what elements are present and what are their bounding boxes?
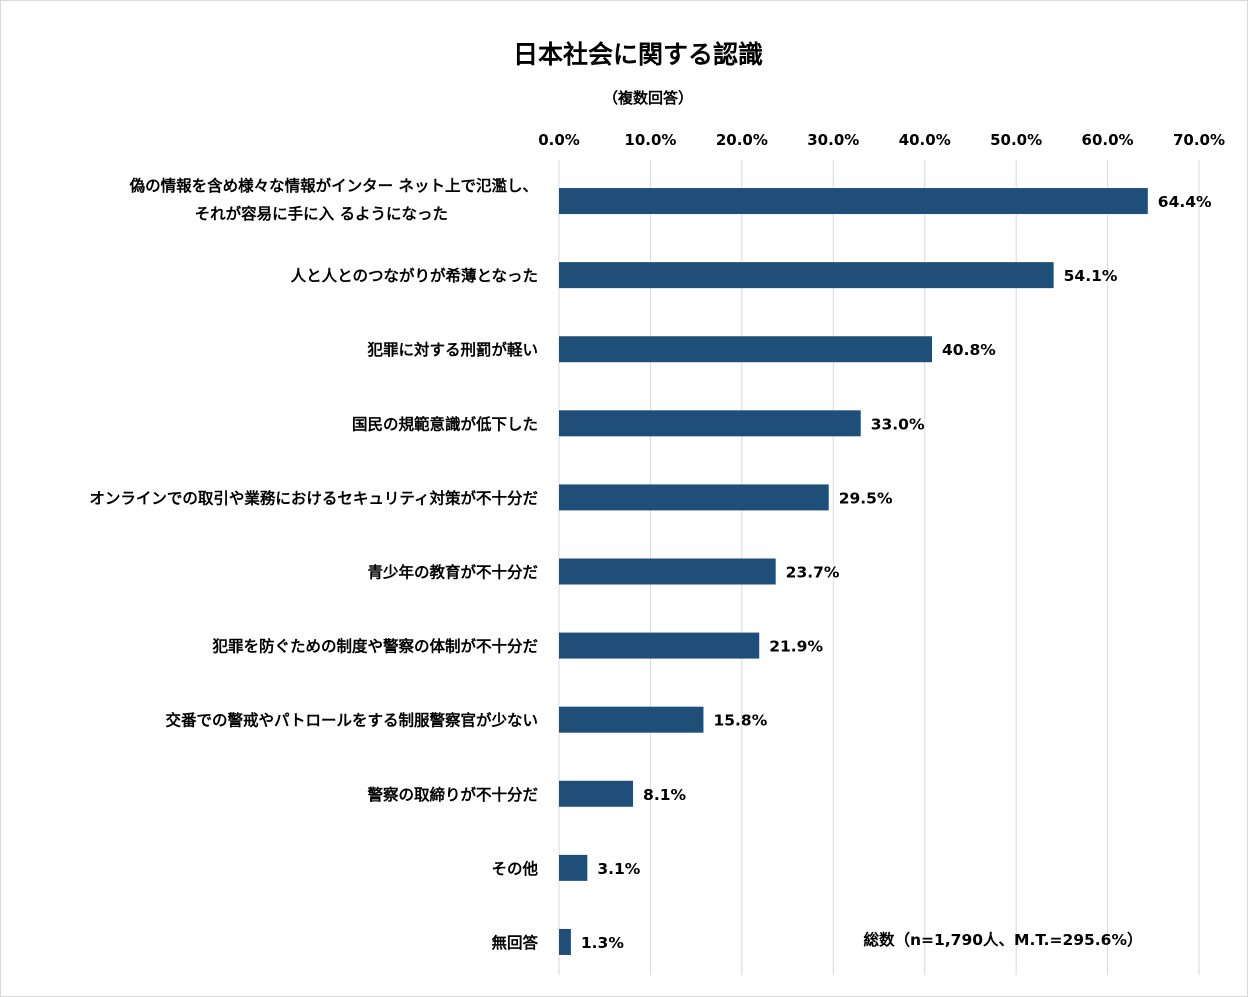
- category-label: 青少年の教育が不十分だ: [367, 563, 538, 582]
- sample-size-note: 総数（n=1,790人、M.T.=295.6%）: [863, 930, 1142, 949]
- bar: [559, 780, 634, 807]
- bar: [559, 558, 776, 585]
- data-label: 23.7%: [786, 564, 840, 582]
- bar: [559, 706, 704, 733]
- x-tick-label: 60.0%: [1082, 131, 1134, 149]
- bar: [559, 854, 588, 881]
- x-tick-label: 10.0%: [624, 131, 676, 149]
- category-label: 偽の情報を含め様々な情報がインター ネット上で氾濫し、: [129, 176, 538, 195]
- category-label: 犯罪に対する刑罰が軽い: [366, 340, 538, 359]
- data-label: 1.3%: [581, 934, 624, 952]
- data-label: 8.1%: [643, 786, 686, 804]
- chart-title: 日本社会に関する認識: [513, 40, 763, 69]
- category-label: それが容易に手に入 るようになった: [195, 204, 448, 223]
- x-tick-label: 30.0%: [807, 131, 859, 149]
- data-label: 21.9%: [769, 638, 823, 656]
- bar: [559, 262, 1054, 289]
- category-label: 犯罪を防ぐための制度や警察の体制が不十分だ: [211, 637, 538, 656]
- x-tick-label: 0.0%: [538, 131, 580, 149]
- bar: [559, 928, 571, 955]
- x-tick-label: 40.0%: [899, 131, 951, 149]
- category-label: 国民の規範意識が低下した: [352, 414, 538, 433]
- category-label: 交番での警戒やパトロールをする制服警察官が少ない: [166, 711, 538, 730]
- x-tick-label: 70.0%: [1173, 131, 1225, 149]
- category-label: オンラインでの取引や業務におけるセキュリティ対策が不十分だ: [89, 488, 538, 507]
- x-tick-label: 20.0%: [716, 131, 768, 149]
- data-label: 29.5%: [839, 489, 893, 507]
- bar: [559, 188, 1148, 215]
- category-label: 無回答: [491, 933, 538, 952]
- category-label: 人と人とのつながりが希薄となった: [291, 266, 538, 285]
- category-label: その他: [491, 859, 538, 878]
- data-label: 15.8%: [713, 712, 767, 730]
- data-label: 54.1%: [1064, 267, 1118, 285]
- data-label: 64.4%: [1158, 193, 1212, 211]
- data-label: 33.0%: [871, 415, 925, 433]
- x-tick-label: 50.0%: [990, 131, 1042, 149]
- bar: [559, 336, 933, 363]
- bar: [559, 632, 760, 659]
- data-label: 40.8%: [942, 341, 996, 359]
- bar: [559, 484, 829, 511]
- chart-subtitle: （複数回答）: [603, 89, 693, 107]
- category-label: 警察の取締りが不十分だ: [366, 785, 538, 804]
- bar: [559, 410, 861, 437]
- data-label: 3.1%: [597, 860, 640, 878]
